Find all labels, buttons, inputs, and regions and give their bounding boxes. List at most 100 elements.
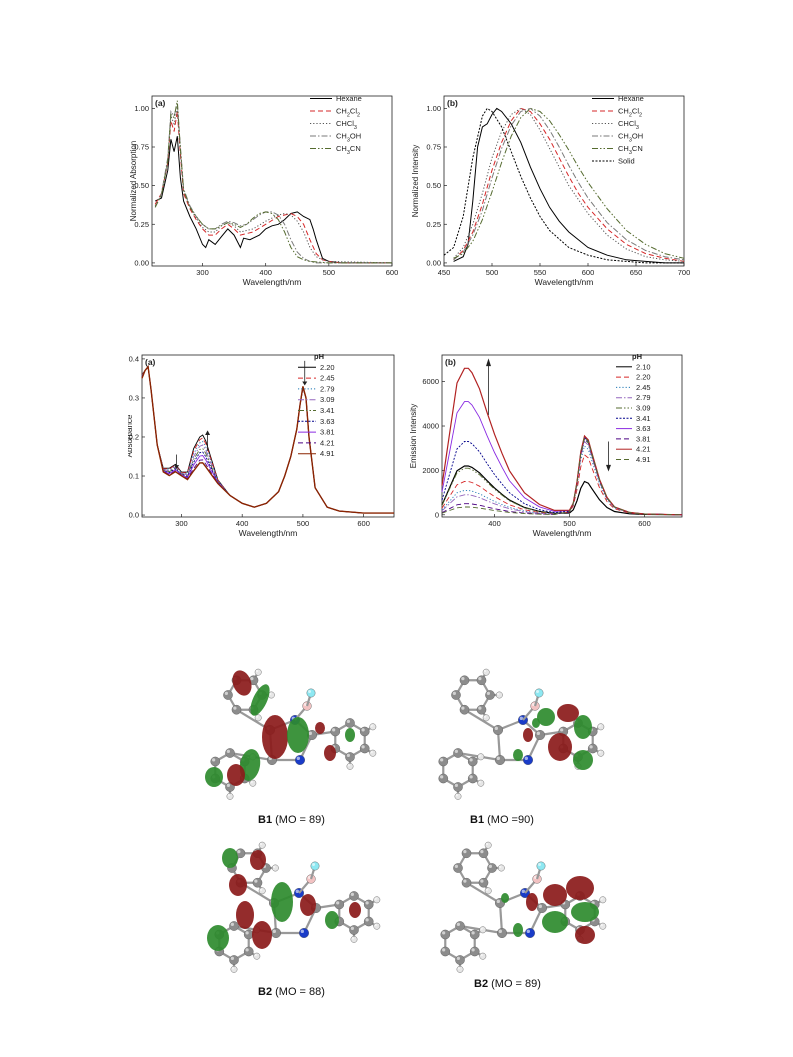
y-tick-label: 0	[435, 510, 439, 519]
carbon-atom	[476, 675, 487, 686]
legend-entry: 2.20	[636, 373, 651, 382]
hydrogen-atom-shine	[254, 953, 257, 957]
orbital-lobe-red	[523, 728, 533, 742]
x-tick-label: 550	[534, 268, 547, 277]
legend-entry: CHCl3	[618, 119, 639, 131]
series-line-ch2cl2	[453, 107, 685, 262]
molecule-label: B1	[470, 814, 485, 826]
carbon-atom	[438, 773, 449, 784]
hydrogen-atom-shine	[273, 865, 276, 868]
legend-entry: CH3OH	[618, 132, 643, 144]
panel-label: (a)	[155, 98, 166, 108]
series-line-4-21	[441, 367, 683, 516]
orbital-lobe-green	[239, 749, 261, 781]
series-line-ch3oh	[154, 103, 392, 264]
nitrogen-atom-shine	[524, 756, 528, 760]
carbon-atom	[455, 921, 465, 931]
legend-entry: 3.09	[320, 395, 335, 404]
series-line-ch3cn	[154, 100, 392, 264]
carbon-atom-shine	[361, 745, 365, 749]
arrowhead	[174, 465, 180, 469]
hydrogen-atom-shine	[370, 750, 373, 754]
legend-entry: CH3OH	[336, 132, 361, 144]
series-line-3-63	[141, 365, 394, 514]
carbon-atom-shine	[454, 864, 458, 868]
orbital-lobe-green	[250, 684, 270, 716]
carbon-atom	[451, 690, 461, 700]
carbon-atom	[534, 729, 545, 740]
orbital-lobe-green	[287, 717, 309, 753]
series-line-solid	[443, 107, 684, 264]
orbital-lobe-green	[513, 923, 523, 937]
carbon-atom-shine	[471, 948, 475, 952]
carbon-atom-shine	[536, 731, 540, 735]
fluorine-atom-shine	[538, 863, 541, 866]
x-tick-label: 500	[563, 519, 576, 528]
x-tick-label: 500	[323, 268, 336, 277]
y-axis-label: Absorbance	[128, 414, 134, 457]
hydrogen-atom	[479, 952, 487, 960]
chart-emission-solvent: 450 500 550 600 650 700 0.00 0.25 0.50 0.75 1.00 Wa…	[410, 88, 690, 300]
hydrogen-atom-shine	[483, 669, 487, 673]
carbon-atom	[349, 891, 359, 901]
nitrogen-atom-shine	[526, 929, 530, 933]
y-tick-label: 0.75	[134, 143, 149, 152]
carbon-atom-shine	[245, 948, 249, 952]
legend-entry: 3.81	[320, 428, 335, 437]
hydrogen-atom	[495, 691, 503, 699]
hydrogen-atom-shine	[351, 937, 354, 940]
carbon-atom	[453, 782, 463, 792]
carbon-atom	[459, 704, 470, 715]
series-line-2-79	[141, 365, 394, 514]
carbon-atom-shine	[212, 758, 216, 762]
carbon-atom	[363, 916, 374, 927]
carbon-atom	[345, 718, 355, 728]
hydrogen-atom	[271, 864, 279, 872]
x-tick-label: 300	[175, 519, 188, 528]
legend-entry: Solid	[618, 157, 635, 166]
carbon-atom-shine	[461, 677, 465, 681]
carbon-atom	[243, 946, 254, 957]
nitrogen-atom-shine	[300, 929, 304, 933]
series-line-4-21	[141, 365, 394, 514]
hydrogen-atom-shine	[485, 888, 489, 891]
carbon-atom-shine	[272, 929, 276, 933]
series-line-ch3oh	[453, 107, 685, 261]
legend-entry: 3.63	[320, 417, 335, 426]
x-tick-label: 600	[638, 519, 651, 528]
legend-entry: 4.91	[320, 449, 335, 458]
series-line-2-20	[141, 365, 394, 514]
arrowhead	[205, 430, 211, 436]
nitrogen-atom	[298, 927, 309, 938]
legend-entry: 3.63	[636, 424, 651, 433]
carbon-atom	[587, 743, 598, 754]
carbon-atom-shine	[442, 948, 446, 952]
orbital-lobe-red	[575, 926, 595, 944]
orbital-caption-b2-mo88: B2 (MO = 88)	[258, 986, 325, 998]
carbon-atom	[359, 743, 370, 754]
molecule-orbital-image	[438, 668, 605, 800]
x-axis-label: Wavelength/nm	[243, 277, 302, 287]
carbon-atom-shine	[461, 706, 465, 710]
hydrogen-atom	[597, 723, 605, 731]
legend-entry: 4.91	[636, 455, 651, 464]
series-line-2-10	[441, 465, 683, 516]
orbital-lobe-green	[501, 893, 509, 903]
mo-label: (MO = 89)	[272, 814, 325, 826]
carbon-atom-shine	[469, 758, 473, 762]
legend-entry: CHCl3	[336, 119, 357, 131]
series-line-hexane	[154, 136, 392, 264]
orbital-lobe-green	[571, 902, 599, 922]
carbon-atom-shine	[494, 726, 498, 730]
legend-entry: CH3CN	[336, 144, 361, 156]
chart-svg: 450 500 550 600 650 700 0.00 0.25 0.50 0.75 1.00 Wa…	[411, 94, 690, 287]
hydrogen-atom	[482, 668, 490, 676]
carbon-atom	[494, 754, 505, 765]
y-tick-label: 4000	[422, 422, 439, 431]
orbital-lobe-red	[324, 745, 336, 761]
carbon-atom-shine	[440, 775, 444, 779]
x-tick-label: 600	[357, 519, 370, 528]
hydrogen-atom-shine	[259, 842, 263, 846]
fluorine-atom	[306, 688, 316, 698]
orbital-lobe-green	[271, 882, 293, 922]
